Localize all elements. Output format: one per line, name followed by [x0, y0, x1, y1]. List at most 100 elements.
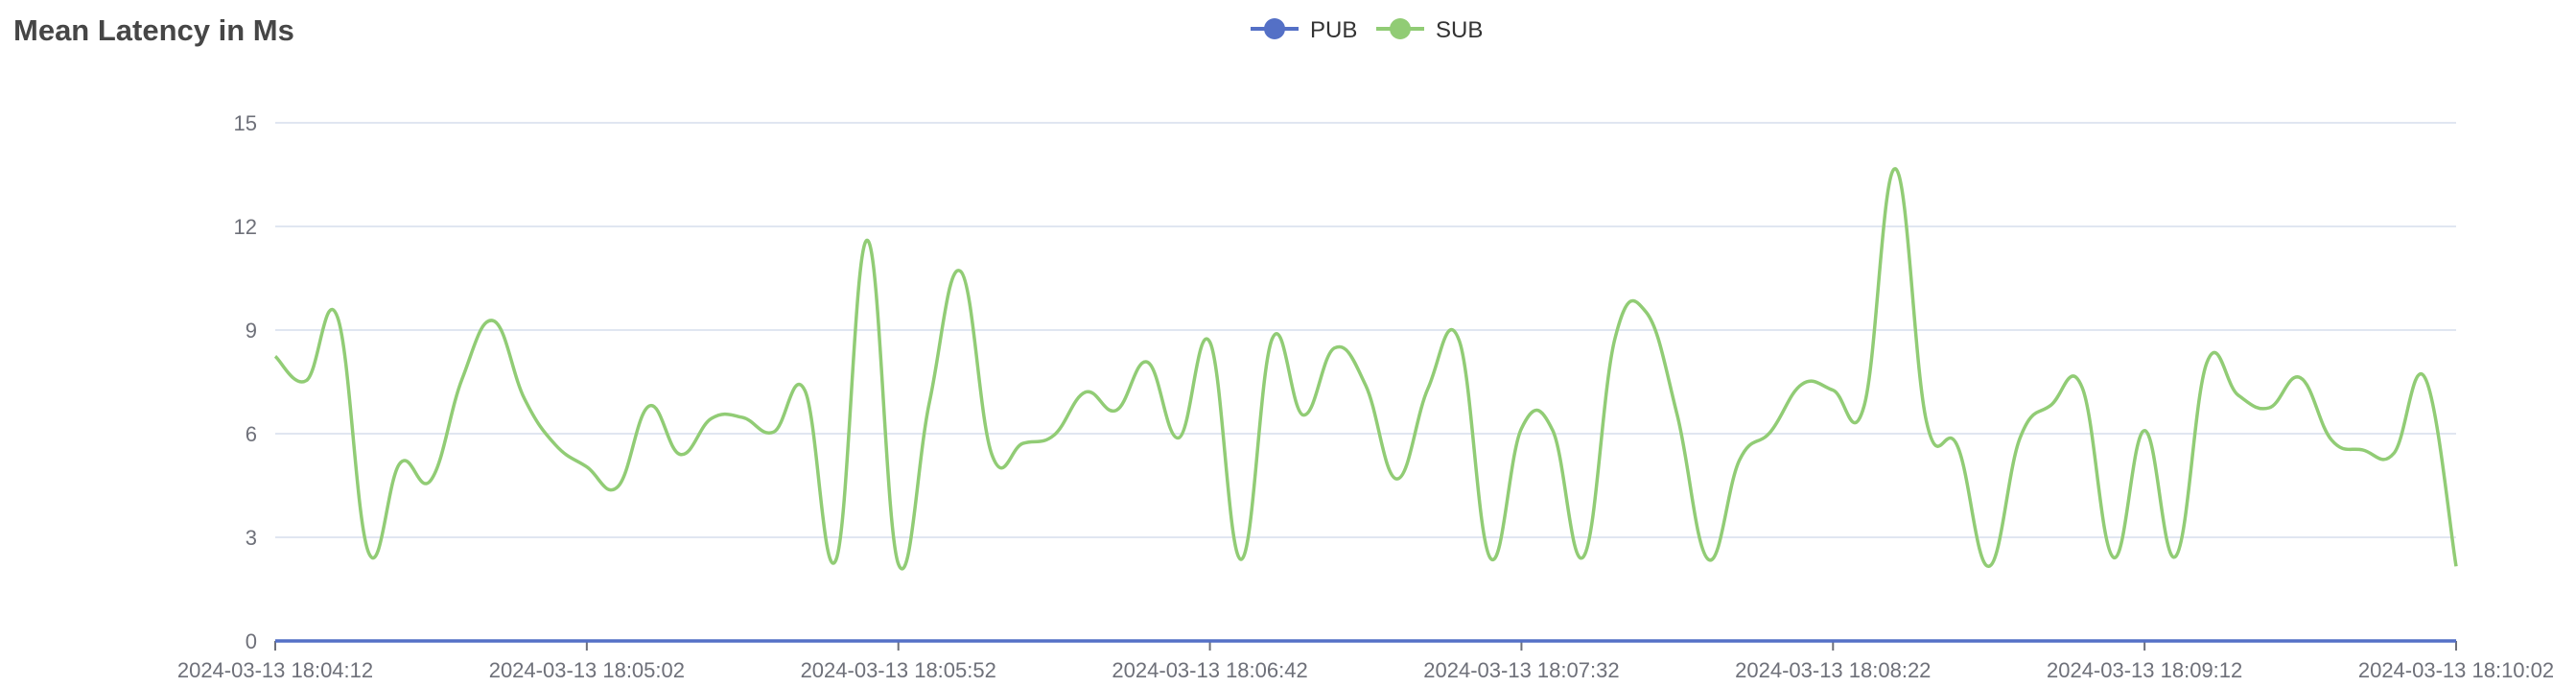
- data-point[interactable]: [2108, 552, 2119, 563]
- data-point[interactable]: [1048, 635, 1060, 647]
- data-point[interactable]: [1796, 379, 1808, 391]
- data-point[interactable]: [1734, 454, 1745, 465]
- data-point[interactable]: [363, 547, 374, 558]
- data-point[interactable]: [986, 635, 997, 647]
- legend-item-pub[interactable]: PUB: [1251, 17, 1357, 43]
- data-point[interactable]: [2295, 372, 2307, 384]
- data-point[interactable]: [1391, 473, 1402, 485]
- data-point[interactable]: [737, 412, 748, 423]
- data-point[interactable]: [1111, 635, 1122, 647]
- data-point[interactable]: [799, 385, 810, 396]
- data-point[interactable]: [644, 635, 655, 647]
- data-point[interactable]: [1391, 635, 1402, 647]
- data-point[interactable]: [1453, 335, 1464, 346]
- data-point[interactable]: [1142, 356, 1154, 367]
- data-point[interactable]: [2139, 425, 2150, 437]
- data-point[interactable]: [2014, 433, 2026, 444]
- data-point[interactable]: [2076, 382, 2088, 393]
- data-point[interactable]: [1485, 635, 1496, 647]
- data-point[interactable]: [1018, 438, 1029, 449]
- data-point[interactable]: [2170, 551, 2182, 562]
- data-point[interactable]: [1267, 635, 1278, 647]
- data-point[interactable]: [1422, 383, 1434, 394]
- data-point[interactable]: [457, 635, 468, 647]
- data-point[interactable]: [1952, 440, 1963, 452]
- data-point[interactable]: [1640, 635, 1651, 647]
- data-point[interactable]: [644, 400, 655, 412]
- legend[interactable]: PUB SUB: [1251, 17, 1483, 43]
- data-point[interactable]: [674, 449, 686, 461]
- data-point[interactable]: [799, 635, 810, 647]
- data-point[interactable]: [300, 635, 312, 647]
- data-point[interactable]: [2388, 635, 2400, 647]
- data-point[interactable]: [550, 635, 561, 647]
- data-point[interactable]: [2357, 444, 2369, 456]
- data-point[interactable]: [1453, 635, 1464, 647]
- data-point[interactable]: [861, 635, 873, 647]
- data-point[interactable]: [893, 635, 904, 647]
- data-point[interactable]: [457, 373, 468, 385]
- data-point[interactable]: [2326, 434, 2337, 445]
- data-point[interactable]: [1360, 380, 1371, 391]
- data-point[interactable]: [1329, 635, 1341, 647]
- data-point[interactable]: [2388, 448, 2400, 460]
- data-point[interactable]: [425, 635, 436, 647]
- data-point[interactable]: [1205, 635, 1216, 647]
- data-point[interactable]: [394, 635, 406, 647]
- data-point[interactable]: [893, 558, 904, 570]
- data-point[interactable]: [1422, 635, 1434, 647]
- data-point[interactable]: [1983, 635, 1995, 647]
- data-point[interactable]: [2139, 635, 2150, 647]
- data-point[interactable]: [425, 474, 436, 486]
- data-point[interactable]: [612, 481, 623, 492]
- data-point[interactable]: [1515, 635, 1527, 647]
- data-point[interactable]: [2263, 635, 2275, 647]
- data-point[interactable]: [1173, 432, 1184, 443]
- data-point[interactable]: [1080, 387, 1091, 398]
- data-point[interactable]: [363, 635, 374, 647]
- data-point[interactable]: [394, 458, 406, 469]
- data-point[interactable]: [1547, 424, 1558, 436]
- data-point[interactable]: [1889, 163, 1901, 175]
- data-point[interactable]: [1734, 635, 1745, 647]
- data-point[interactable]: [1827, 635, 1838, 647]
- data-point[interactable]: [300, 375, 312, 387]
- data-point[interactable]: [955, 635, 967, 647]
- data-point[interactable]: [2263, 402, 2275, 414]
- data-point[interactable]: [768, 426, 780, 438]
- data-point[interactable]: [2046, 635, 2057, 647]
- data-point[interactable]: [924, 396, 935, 408]
- data-point[interactable]: [1578, 551, 1589, 562]
- data-point[interactable]: [1048, 429, 1060, 440]
- data-point[interactable]: [1765, 426, 1776, 438]
- data-point[interactable]: [1235, 635, 1247, 647]
- data-point[interactable]: [2295, 635, 2307, 647]
- data-point[interactable]: [2450, 560, 2462, 572]
- data-point[interactable]: [269, 635, 281, 647]
- data-point[interactable]: [519, 635, 530, 647]
- data-point[interactable]: [1889, 635, 1901, 647]
- data-point[interactable]: [1360, 635, 1371, 647]
- data-point[interactable]: [1672, 635, 1683, 647]
- data-point[interactable]: [1702, 554, 1714, 565]
- data-point[interactable]: [1952, 635, 1963, 647]
- data-point[interactable]: [1547, 635, 1558, 647]
- data-point[interactable]: [2201, 357, 2213, 368]
- data-point[interactable]: [674, 635, 686, 647]
- data-point[interactable]: [861, 234, 873, 246]
- data-point[interactable]: [332, 635, 343, 647]
- data-point[interactable]: [2450, 635, 2462, 647]
- data-point[interactable]: [1267, 333, 1278, 344]
- data-point[interactable]: [1329, 343, 1341, 354]
- data-point[interactable]: [1859, 635, 1870, 647]
- data-point[interactable]: [1640, 306, 1651, 318]
- data-point[interactable]: [1672, 410, 1683, 421]
- data-point[interactable]: [2108, 635, 2119, 647]
- data-point[interactable]: [1205, 337, 1216, 348]
- data-point[interactable]: [1111, 405, 1122, 416]
- data-point[interactable]: [581, 462, 593, 473]
- data-point[interactable]: [550, 439, 561, 451]
- data-point[interactable]: [581, 635, 593, 647]
- data-point[interactable]: [1235, 554, 1247, 565]
- data-point[interactable]: [706, 413, 717, 424]
